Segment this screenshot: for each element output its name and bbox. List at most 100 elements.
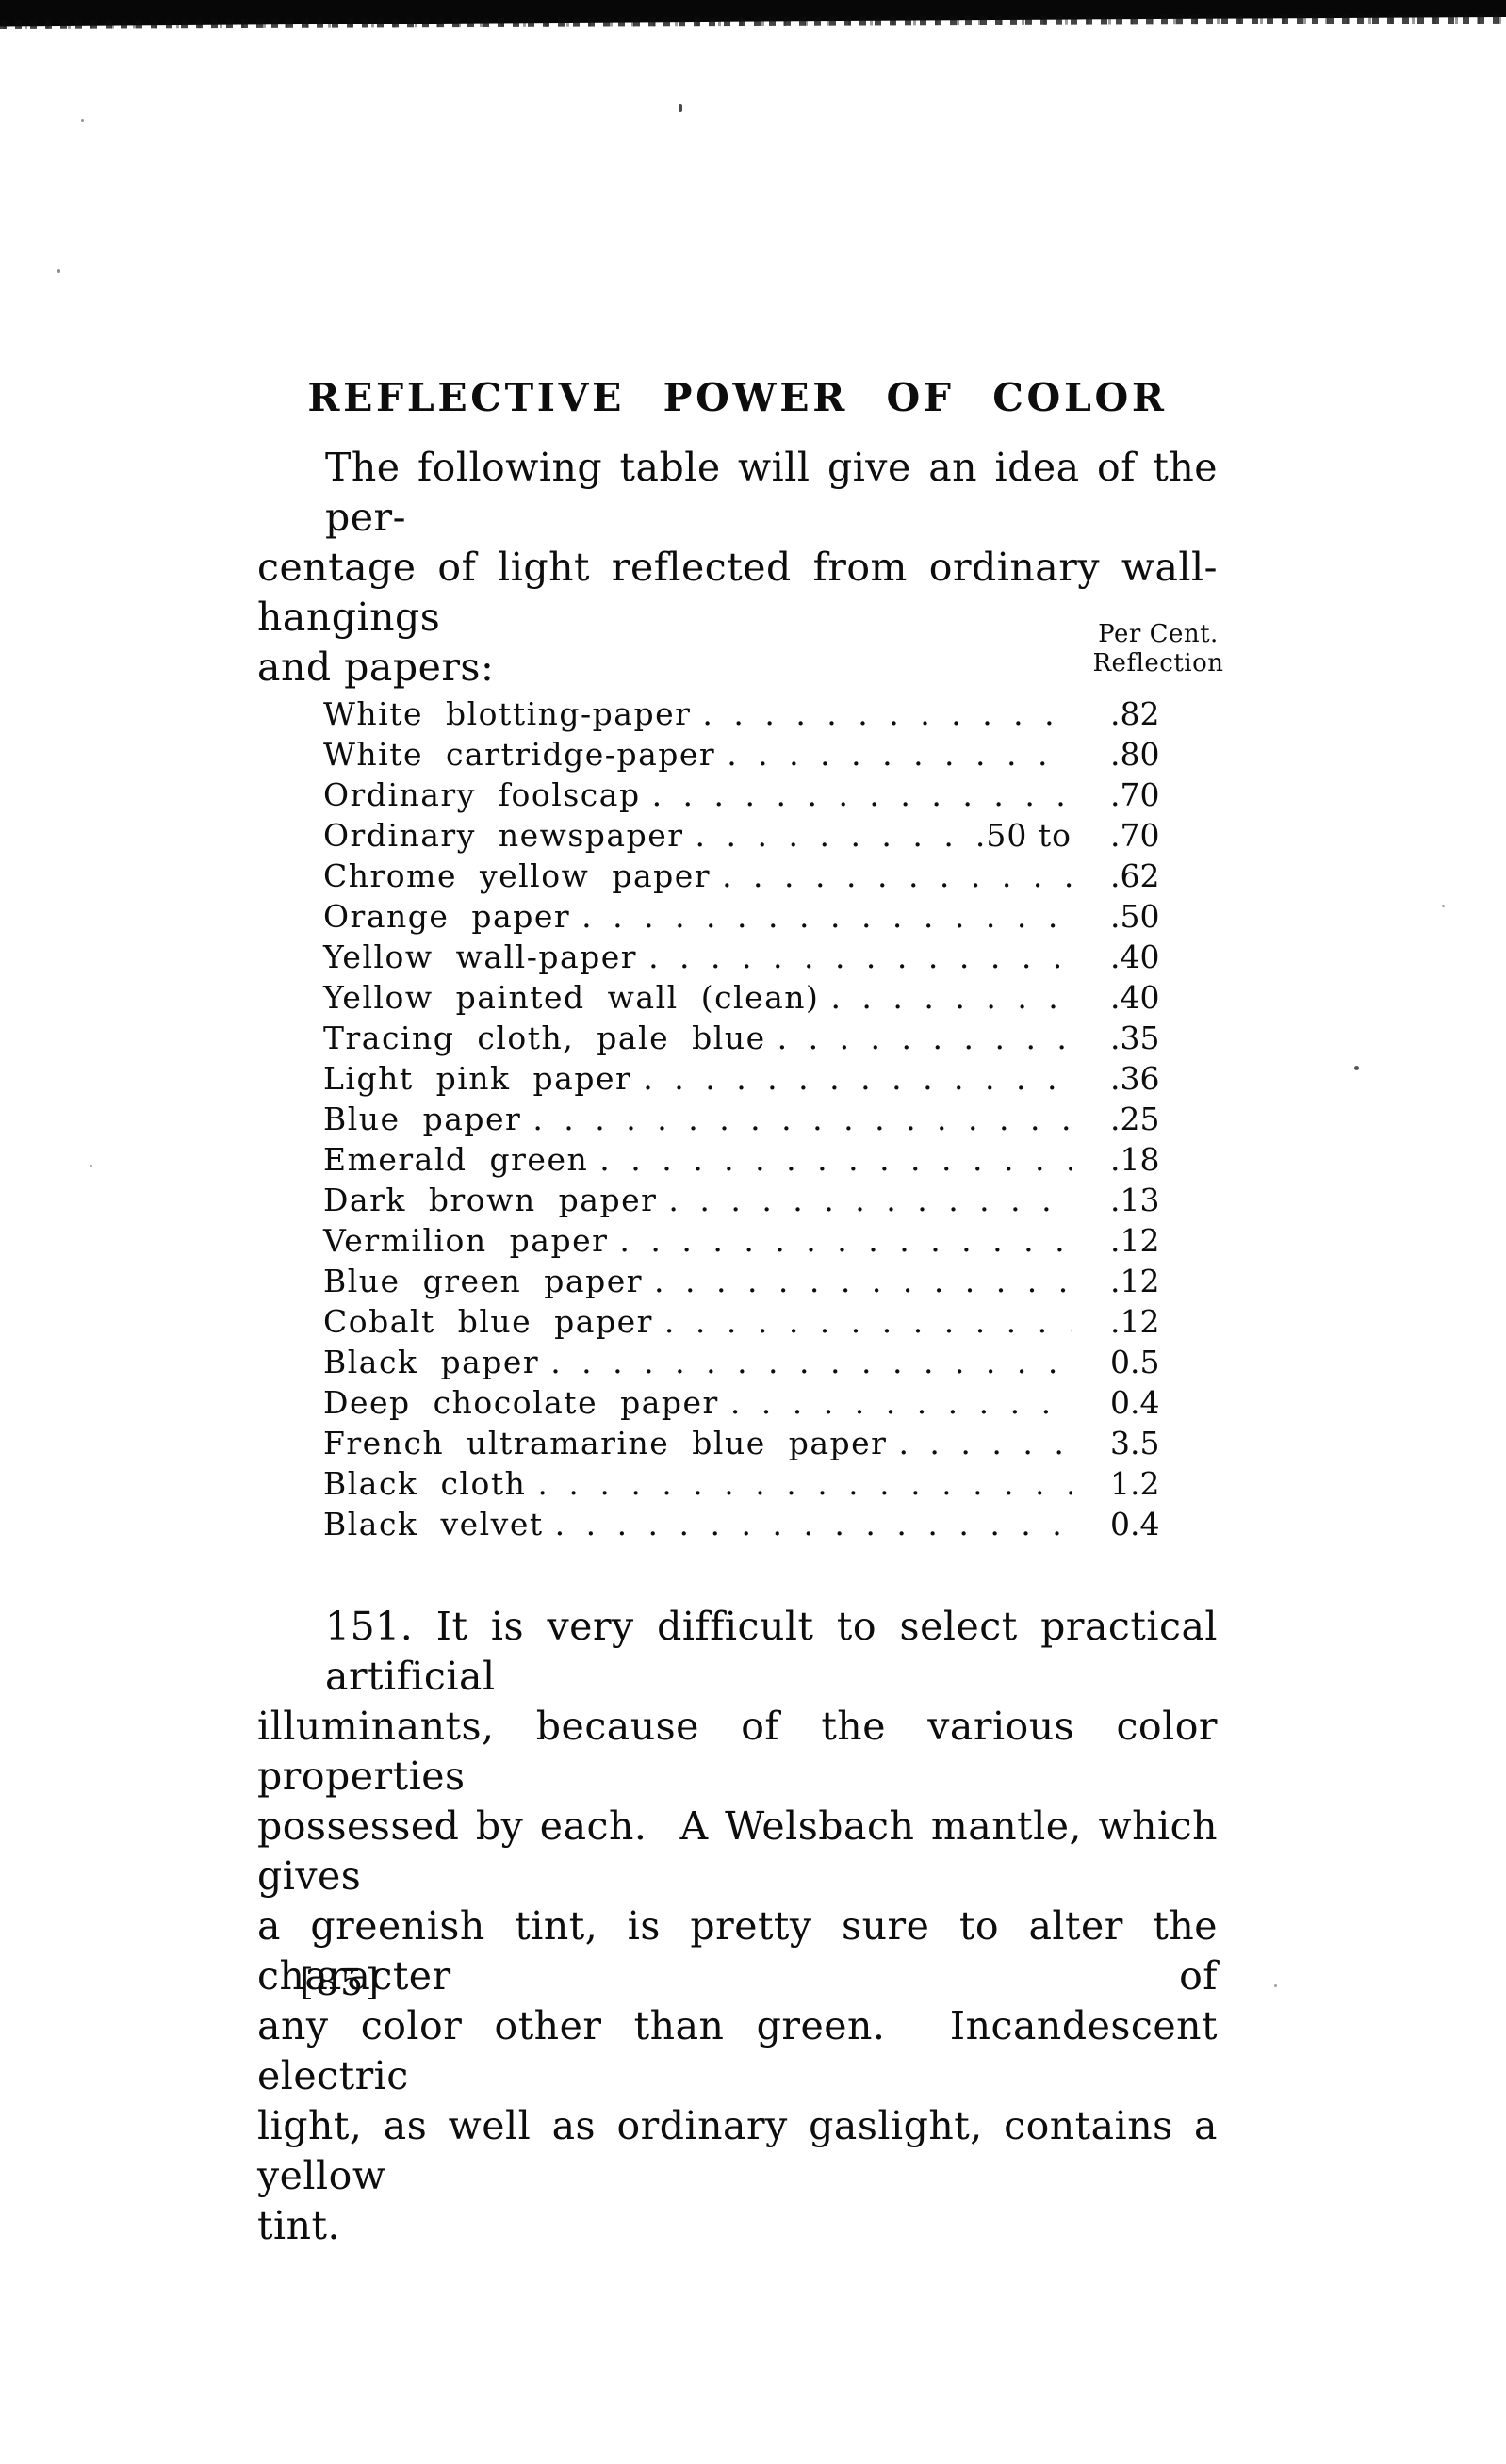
row-label: Vermilion paper [323,1222,609,1259]
row-value: .36 [1110,1060,1160,1097]
row-value: 1.2 [1110,1465,1160,1502]
row-value: .50 [1110,898,1160,935]
dot-leader [719,1384,1072,1421]
scan-speckle [1354,1066,1359,1070]
table-row: Tracing cloth, pale blue .35 [323,1020,1189,1060]
scan-speckle [81,119,84,122]
dot-leader [711,857,1072,894]
table-row: Blue green paper .12 [323,1263,1189,1303]
paragraph-line: light, as well as ordinary gaslight, con… [257,2103,1218,2198]
scan-speckle [679,104,682,112]
dot-leader [637,938,1072,975]
row-label: White cartridge-paper [323,736,716,773]
scan-speckle [57,269,60,273]
dot-leader [570,898,1072,935]
page-title: REFLECTIVE POWER OF COLOR [307,375,1168,420]
dot-leader [588,1141,1072,1178]
row-label: Black cloth [323,1465,527,1502]
dot-leader [653,1303,1072,1340]
intro-line: The following table will give an idea of… [325,445,1218,540]
dot-leader [684,817,972,854]
row-label: Blue green paper [323,1263,644,1299]
table-row: Deep chocolate paper 0.4 [323,1384,1189,1425]
paragraph-line: any color other than green. Incandescent… [257,2003,1218,2098]
row-label: Blue paper [323,1101,522,1137]
row-label: Chrome yellow paper [323,857,712,894]
row-value: 0.5 [1110,1344,1160,1380]
row-label: White blotting-paper [323,695,692,732]
dot-leader [544,1506,1072,1542]
paragraph-line: illuminants, because of the various colo… [257,1704,1218,1799]
row-label: Black velvet [323,1506,544,1542]
dot-leader [539,1344,1072,1380]
table-row: Cobalt blue paper .12 [323,1303,1189,1344]
column-header-line: Per Cent. [1098,620,1219,648]
table-row: Black velvet 0.4 [323,1506,1189,1546]
table-row: Orange paper .50 [323,898,1189,938]
table-row: Chrome yellow paper .62 [323,857,1189,898]
table-row: White blotting-paper .82 [323,695,1189,736]
dot-leader [887,1425,1072,1461]
row-label: Dark brown paper [323,1182,658,1218]
row-value: .12 [1110,1303,1160,1340]
row-label: Ordinary foolscap [323,776,641,813]
scan-speckle [1274,1984,1277,1987]
row-value: 0.4 [1110,1384,1160,1421]
table-row: Blue paper .25 [323,1101,1189,1141]
paragraph-line: possessed by each. A Welsbach mantle, wh… [257,1803,1218,1899]
table-row: Dark brown paper .13 [323,1182,1189,1222]
row-label: Black paper [323,1344,540,1380]
dot-leader [691,695,1072,732]
paragraph-line: 151. It is very difficult to select prac… [325,1604,1218,1699]
column-header-line: Reflection [1092,649,1224,677]
row-value: .40 [1110,979,1160,1016]
row-value: .62 [1110,857,1160,894]
table-row: Yellow painted wall (clean) .40 [323,979,1189,1020]
paragraph-line: tint. [257,2203,341,2248]
row-value: 0.4 [1110,1506,1160,1542]
row-value: .12 [1110,1222,1160,1259]
row-label: Emerald green [323,1141,589,1178]
page-number: [85] [300,1962,382,2003]
row-label: Cobalt blue paper [323,1303,653,1340]
scan-speckle [90,1165,92,1167]
table-row: Emerald green .18 [323,1141,1189,1182]
row-value: .35 [1110,1020,1160,1056]
row-label: Tracing cloth, pale blue [323,1020,766,1056]
table-row: French ultramarine blue paper 3.5 [323,1425,1189,1465]
row-value: .40 [1110,938,1160,975]
dot-leader [521,1101,1072,1137]
row-value: .80 [1110,736,1160,773]
scan-speckle [1442,905,1445,907]
row-value: .18 [1110,1141,1160,1178]
row-range-prefix: .50 to [974,817,1072,854]
dot-leader [608,1222,1072,1259]
dot-leader [631,1060,1072,1097]
table-row: Vermilion paper .12 [323,1222,1189,1263]
intro-line: and papers: [257,645,495,690]
table-row: Ordinary foolscap .70 [323,776,1189,817]
table-rows: White blotting-paper .82 White cartridge… [323,695,1189,1546]
table-row: White cartridge-paper .80 [323,736,1189,776]
table-row: Ordinary newspaper .50 to .70 [323,817,1189,857]
dot-leader [766,1020,1072,1056]
row-value: .70 [1110,776,1160,813]
dot-leader [641,776,1072,813]
intro-line: centage of light reflected from ordinary… [257,545,1218,640]
row-label: Light pink paper [323,1060,632,1097]
dot-leader [643,1263,1072,1299]
row-value: .70 [1110,817,1160,854]
table-row: Yellow wall-paper .40 [323,938,1189,979]
dot-leader [715,736,1072,773]
row-value: .25 [1110,1101,1160,1137]
dot-leader [526,1465,1072,1502]
row-label: Yellow painted wall (clean) [323,979,820,1016]
intro-paragraph: The following table will give an idea of… [257,443,1218,693]
row-label: Yellow wall-paper [323,938,638,975]
paragraph-151: 151. It is very difficult to select prac… [257,1602,1218,2251]
row-label: Deep chocolate paper [323,1384,719,1421]
table-row: Black paper 0.5 [323,1344,1189,1384]
reflection-table: White blotting-paper .82 White cartridge… [323,695,1189,1546]
row-value: .13 [1110,1182,1160,1218]
